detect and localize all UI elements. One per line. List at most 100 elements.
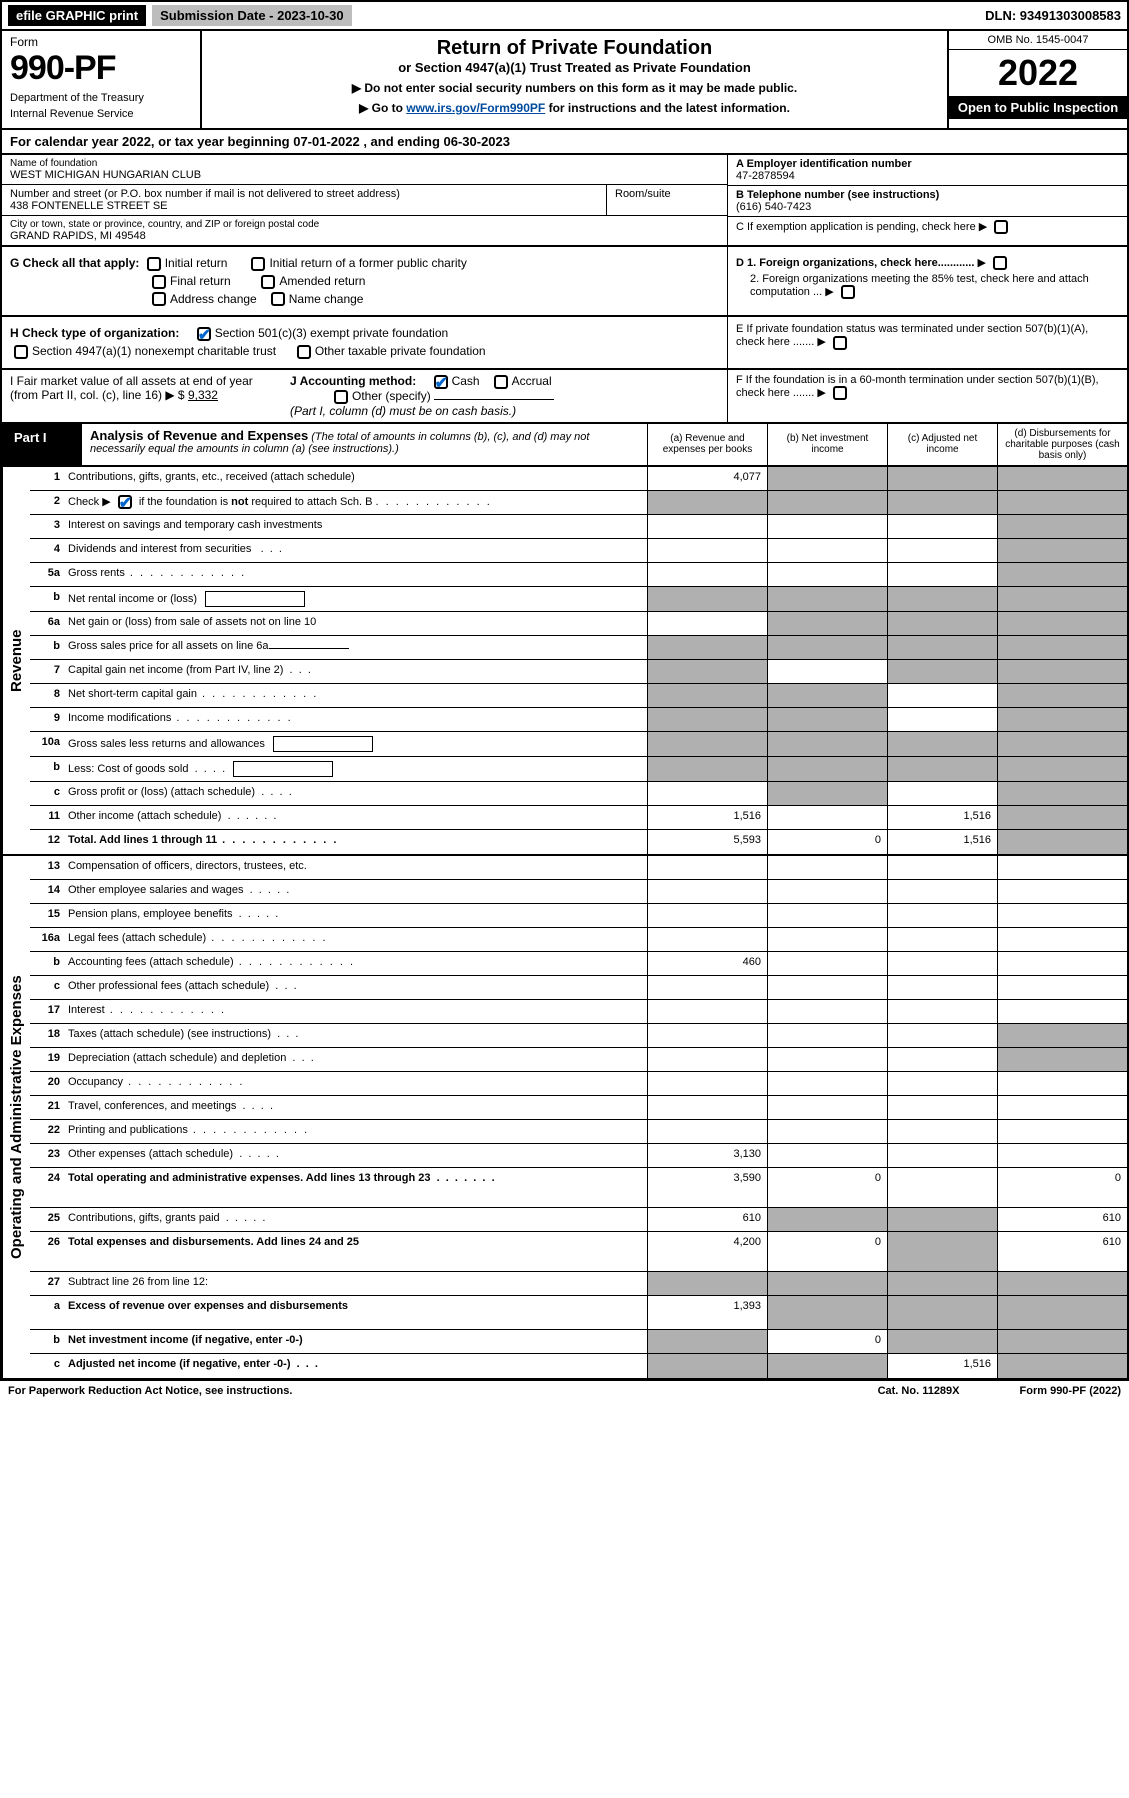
cell-b bbox=[767, 928, 887, 951]
other-method-checkbox[interactable] bbox=[334, 390, 348, 404]
cell-a: 3,130 bbox=[647, 1144, 767, 1167]
expenses-side-label: Operating and Administrative Expenses bbox=[2, 856, 30, 1378]
60month-checkbox[interactable] bbox=[833, 386, 847, 400]
form-title: Return of Private Foundation bbox=[212, 37, 937, 60]
cell-d bbox=[997, 1024, 1127, 1047]
other-taxable-checkbox[interactable] bbox=[297, 345, 311, 359]
entity-info-grid: Name of foundation WEST MICHIGAN HUNGARI… bbox=[0, 155, 1129, 247]
cell-c bbox=[887, 952, 997, 975]
cell-b bbox=[767, 1000, 887, 1023]
initial-return-checkbox[interactable] bbox=[147, 257, 161, 271]
cash-basis-note: (Part I, column (d) must be on cash basi… bbox=[290, 404, 554, 418]
line-27c: cAdjusted net income (if negative, enter… bbox=[30, 1354, 1127, 1378]
line-num: b bbox=[30, 587, 66, 611]
cell-b bbox=[767, 587, 887, 611]
form-subtitle: or Section 4947(a)(1) Trust Treated as P… bbox=[212, 60, 937, 75]
line-22: 22Printing and publications bbox=[30, 1120, 1127, 1144]
cell-c bbox=[887, 782, 997, 805]
cell-a bbox=[647, 976, 767, 999]
cell-a bbox=[647, 1048, 767, 1071]
form-header: Form 990-PF Department of the Treasury I… bbox=[0, 31, 1129, 130]
line-desc: Legal fees (attach schedule) bbox=[66, 928, 647, 951]
line-18: 18Taxes (attach schedule) (see instructi… bbox=[30, 1024, 1127, 1048]
cell-c bbox=[887, 1208, 997, 1231]
cell-d bbox=[997, 1120, 1127, 1143]
cell-b: 0 bbox=[767, 1168, 887, 1207]
topbar: efile GRAPHIC print Submission Date - 20… bbox=[0, 0, 1129, 31]
cell-b bbox=[767, 952, 887, 975]
line-desc: Excess of revenue over expenses and disb… bbox=[66, 1296, 647, 1329]
cell-d bbox=[997, 732, 1127, 756]
line-desc: Net investment income (if negative, ente… bbox=[66, 1330, 647, 1353]
cell-d bbox=[997, 539, 1127, 562]
line-num: 21 bbox=[30, 1096, 66, 1119]
line-num: 11 bbox=[30, 806, 66, 829]
line-desc: Adjusted net income (if negative, enter … bbox=[66, 1354, 647, 1378]
dept-irs: Internal Revenue Service bbox=[10, 108, 192, 120]
cell-d bbox=[997, 976, 1127, 999]
line-num: 18 bbox=[30, 1024, 66, 1047]
cell-a bbox=[647, 757, 767, 781]
form-title-block: Return of Private Foundation or Section … bbox=[202, 31, 947, 128]
initial-former-label: Initial return of a former public charit… bbox=[269, 256, 466, 270]
cell-b bbox=[767, 856, 887, 879]
line-num: b bbox=[30, 757, 66, 781]
status-terminated-checkbox[interactable] bbox=[833, 336, 847, 350]
phone-label: B Telephone number (see instructions) bbox=[736, 189, 939, 201]
form-instructions-link[interactable]: www.irs.gov/Form990PF bbox=[406, 101, 545, 115]
501c3-checkbox[interactable] bbox=[197, 327, 211, 341]
cell-c bbox=[887, 856, 997, 879]
cell-b bbox=[767, 1144, 887, 1167]
schb-not-required-checkbox[interactable] bbox=[118, 495, 132, 509]
line-13: 13Compensation of officers, directors, t… bbox=[30, 856, 1127, 880]
cell-d bbox=[997, 1330, 1127, 1353]
exemption-pending-label: C If exemption application is pending, c… bbox=[736, 221, 976, 233]
paperwork-notice: For Paperwork Reduction Act Notice, see … bbox=[8, 1385, 292, 1397]
cell-a: 1,516 bbox=[647, 806, 767, 829]
cash-method-checkbox[interactable] bbox=[434, 375, 448, 389]
exemption-pending-checkbox[interactable] bbox=[994, 220, 1008, 234]
cell-a: 460 bbox=[647, 952, 767, 975]
dept-treasury: Department of the Treasury bbox=[10, 92, 192, 104]
cell-d bbox=[997, 880, 1127, 903]
cell-a bbox=[647, 1096, 767, 1119]
line-10c: c Gross profit or (loss) (attach schedul… bbox=[30, 782, 1127, 806]
text: if the foundation is bbox=[136, 496, 231, 508]
line-num: 3 bbox=[30, 515, 66, 538]
cell-d bbox=[997, 563, 1127, 586]
line-desc: Contributions, gifts, grants paid . . . … bbox=[66, 1208, 647, 1231]
line-num: 25 bbox=[30, 1208, 66, 1231]
line-27a: aExcess of revenue over expenses and dis… bbox=[30, 1296, 1127, 1330]
foreign-85-checkbox[interactable] bbox=[841, 285, 855, 299]
final-return-checkbox[interactable] bbox=[152, 275, 166, 289]
name-change-label: Name change bbox=[289, 292, 364, 306]
cell-a bbox=[647, 782, 767, 805]
line-desc: Gross sales less returns and allowances bbox=[66, 732, 647, 756]
arrow-icon: ▶ bbox=[977, 257, 985, 269]
cell-a: 610 bbox=[647, 1208, 767, 1231]
line-num: 19 bbox=[30, 1048, 66, 1071]
cell-b bbox=[767, 684, 887, 707]
cell-b bbox=[767, 708, 887, 731]
cell-d bbox=[997, 1354, 1127, 1378]
line-desc: Other professional fees (attach schedule… bbox=[66, 976, 647, 999]
cell-a bbox=[647, 491, 767, 514]
line-num: 4 bbox=[30, 539, 66, 562]
4947a1-checkbox[interactable] bbox=[14, 345, 28, 359]
amended-return-checkbox[interactable] bbox=[261, 275, 275, 289]
cell-a bbox=[647, 684, 767, 707]
line-desc: Pension plans, employee benefits . . . .… bbox=[66, 904, 647, 927]
d1-label: D 1. Foreign organizations, check here..… bbox=[736, 257, 974, 269]
cell-a bbox=[647, 587, 767, 611]
cell-a bbox=[647, 1120, 767, 1143]
cell-b bbox=[767, 1024, 887, 1047]
name-change-checkbox[interactable] bbox=[271, 292, 285, 306]
initial-former-checkbox[interactable] bbox=[251, 257, 265, 271]
cell-c bbox=[887, 904, 997, 927]
line-6b: b Gross sales price for all assets on li… bbox=[30, 636, 1127, 660]
foreign-org-checkbox[interactable] bbox=[993, 256, 1007, 270]
g-label: G Check all that apply: bbox=[10, 256, 139, 270]
note-post: for instructions and the latest informat… bbox=[545, 101, 790, 115]
accrual-method-checkbox[interactable] bbox=[494, 375, 508, 389]
address-change-checkbox[interactable] bbox=[152, 292, 166, 306]
